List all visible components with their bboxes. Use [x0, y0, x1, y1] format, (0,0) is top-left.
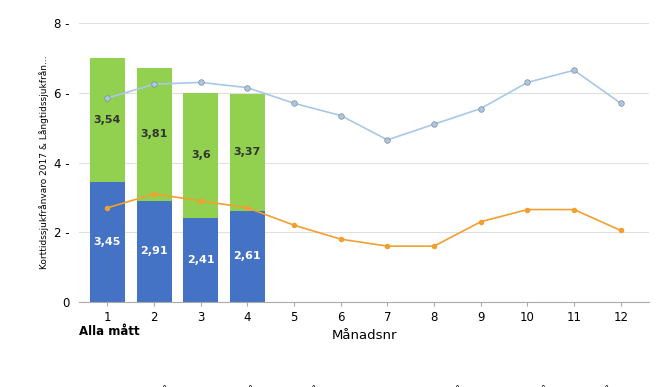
Bar: [183, 218, 218, 302]
Text: 2,61: 2,61: [234, 252, 261, 261]
Text: 3,6: 3,6: [191, 150, 211, 160]
Text: 3,45: 3,45: [94, 237, 121, 247]
Text: 3,54: 3,54: [94, 115, 121, 125]
Bar: [90, 182, 125, 302]
Bar: [183, 92, 218, 218]
X-axis label: Månadsnr: Månadsnr: [332, 329, 397, 342]
Bar: [90, 58, 125, 182]
Text: 3,81: 3,81: [140, 129, 167, 139]
Bar: [230, 211, 265, 302]
Text: 2,91: 2,91: [140, 246, 168, 256]
Text: 3,37: 3,37: [234, 147, 261, 157]
Bar: [136, 200, 171, 302]
Legend: Korttidssjukfrånvaro 2017, Långtidssjukfrånvaro 2017, Korttidssjukfrånvaro 2016,: Korttidssjukfrånvaro 2017, Långtidssjukf…: [84, 385, 662, 387]
Y-axis label: Korttidssjukfrånvaro 2017 & Långtidssjukfrån...: Korttidssjukfrånvaro 2017 & Långtidssjuk…: [38, 56, 48, 269]
Text: 2,41: 2,41: [187, 255, 214, 265]
Bar: [136, 68, 171, 200]
Bar: [230, 94, 265, 211]
Text: Alla mått: Alla mått: [79, 325, 140, 338]
